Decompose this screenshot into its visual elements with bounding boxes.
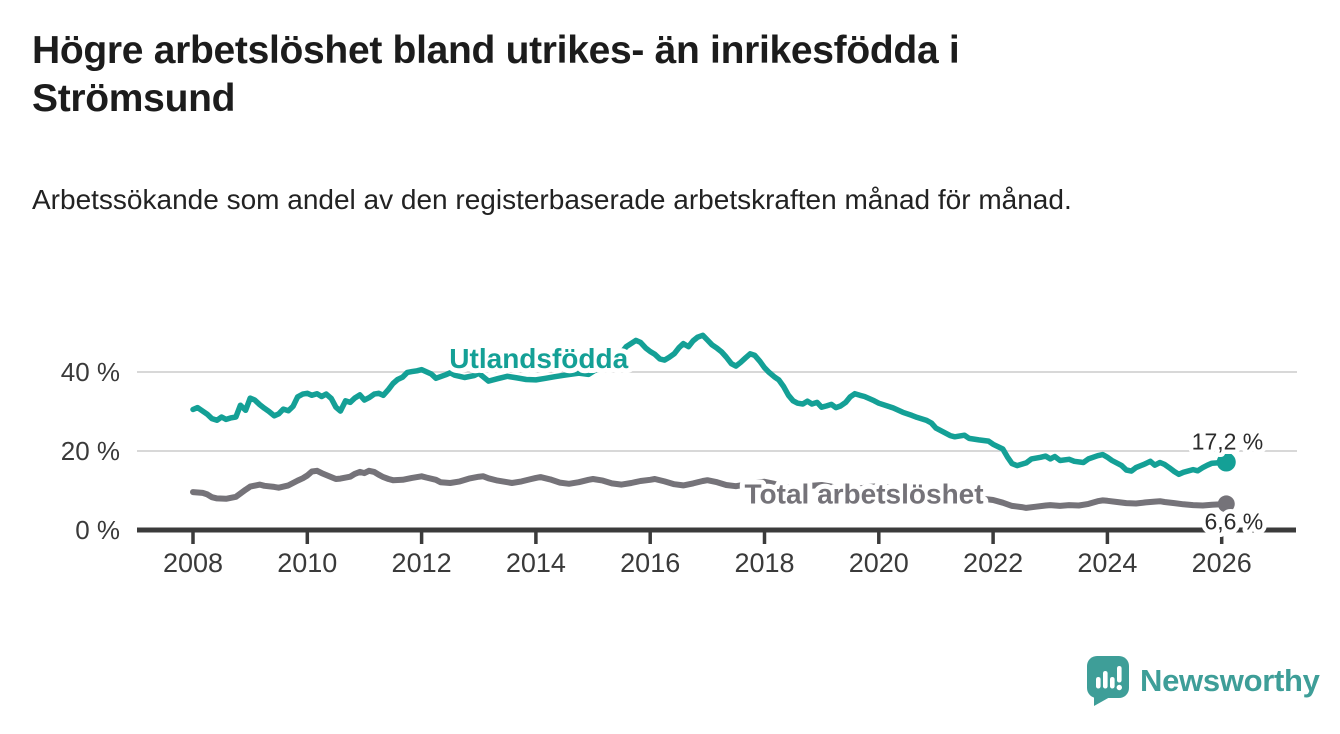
y-tick-label: 40 % <box>61 357 120 387</box>
x-tick-label: 2018 <box>734 548 794 578</box>
x-tick-label: 2022 <box>963 548 1023 578</box>
y-tick-label: 20 % <box>61 436 120 466</box>
x-tick-label: 2008 <box>163 548 223 578</box>
newsworthy-logo-text: Newsworthy <box>1140 663 1320 698</box>
series-line-0 <box>190 332 1230 478</box>
x-tick-label: 2012 <box>392 548 452 578</box>
x-tick-label: 2020 <box>849 548 909 578</box>
x-tick-label: 2026 <box>1192 548 1252 578</box>
newsworthy-logo-icon <box>1087 656 1129 706</box>
newsworthy-logo: Newsworthy <box>1086 655 1320 707</box>
end-value-label-0: 17,2 % <box>1192 429 1264 455</box>
end-value-label-1: 6,6 % <box>1204 508 1263 534</box>
series-label-1: Total arbetslöshet <box>744 479 983 510</box>
series-line-1 <box>190 467 1230 511</box>
chart-title: Högre arbetslöshet bland utrikes- än inr… <box>32 29 960 120</box>
series-end-dot-0 <box>1216 452 1236 472</box>
logo-bar-short-1 <box>1096 677 1101 689</box>
series-end-dot-1 <box>1217 495 1235 513</box>
logo-exclamation-dot <box>1116 684 1122 691</box>
logo-bar-short-2 <box>1110 677 1115 689</box>
x-tick-label: 2024 <box>1077 548 1137 578</box>
x-tick-label: 2016 <box>620 548 680 578</box>
series-label-0: Utlandsfödda <box>449 343 628 374</box>
x-tick-label: 2014 <box>506 548 566 578</box>
chart-subtitle: Arbetssökande som andel av den registerb… <box>32 184 1072 215</box>
logo-bar-tall <box>1103 671 1108 689</box>
x-tick-label: 2010 <box>277 548 337 578</box>
logo-exclamation-bar <box>1117 666 1122 683</box>
y-tick-label: 0 % <box>75 515 120 545</box>
